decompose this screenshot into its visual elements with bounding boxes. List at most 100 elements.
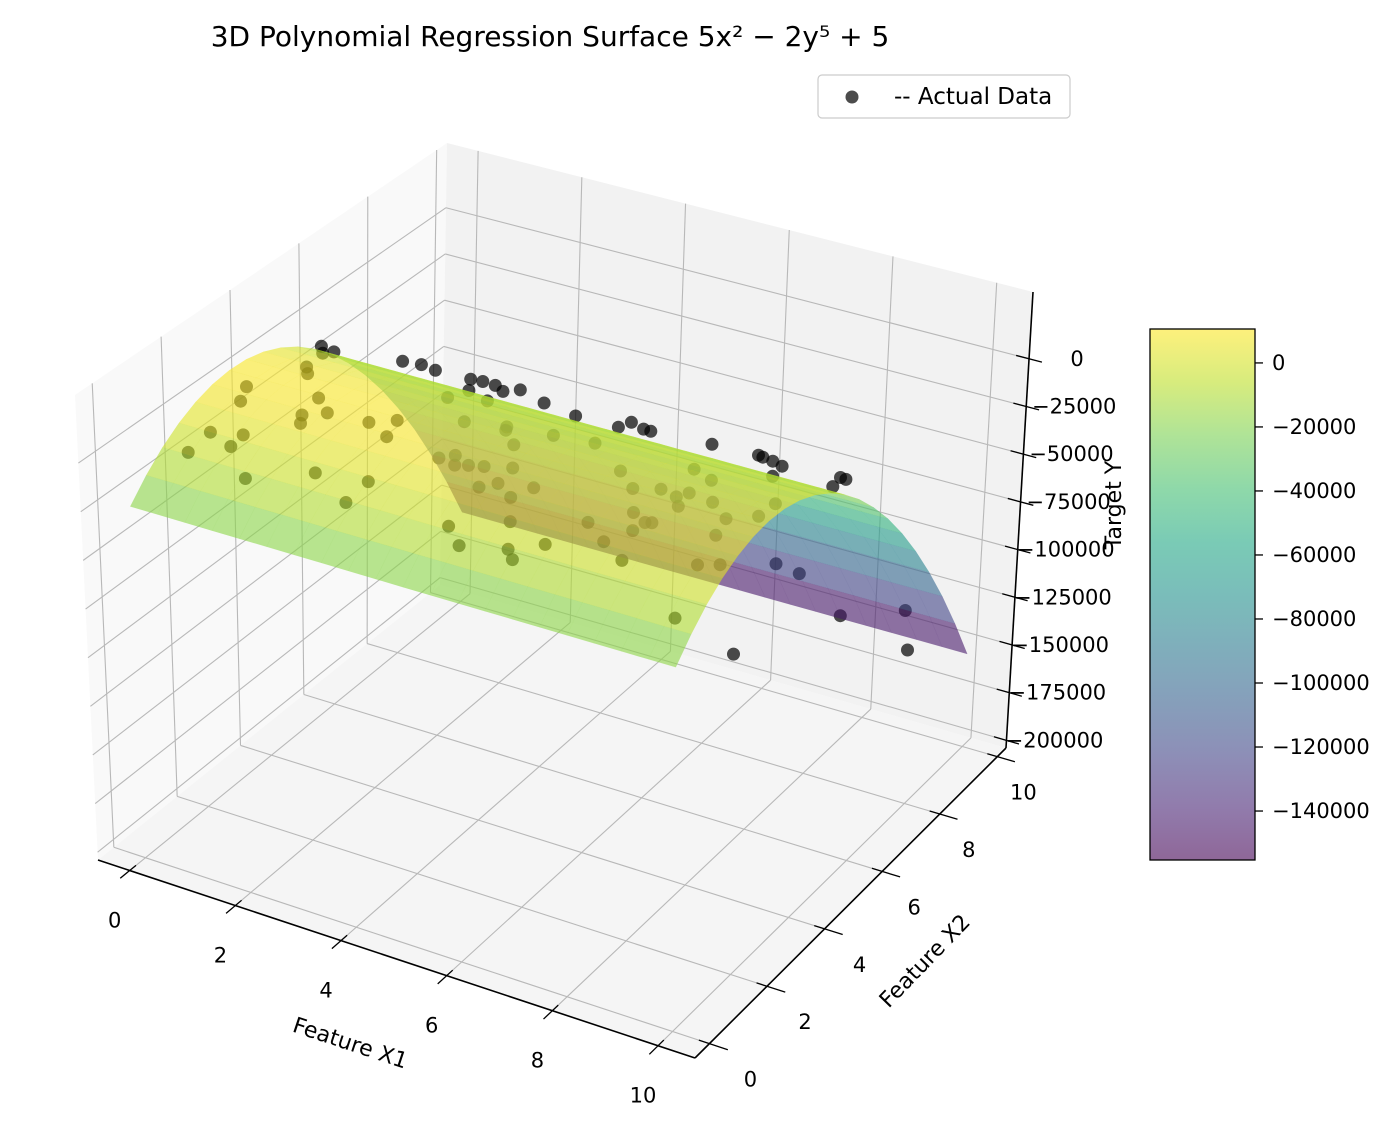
gridline-left-z — [78, 207, 447, 464]
data-point — [537, 396, 551, 410]
legend-label: -- Actual Data — [894, 84, 1052, 110]
x2-tick-mark — [987, 753, 1016, 763]
gridline-left-x2 — [91, 383, 115, 848]
gridline-back-x1 — [770, 230, 790, 681]
x2-tick-label: 0 — [744, 1068, 757, 1092]
gridline-back-z — [445, 207, 1030, 360]
gridline-back-x1 — [870, 256, 894, 710]
x1-axis-line — [97, 859, 696, 1059]
surface-facet — [916, 588, 956, 624]
regression-surface — [129, 346, 968, 668]
surface-facet — [847, 500, 889, 519]
data-point — [624, 415, 638, 429]
gridline-floor-x1 — [129, 593, 471, 871]
y-axis-label: Feature X2 — [875, 910, 976, 1013]
z-tick-label: −75000 — [1026, 490, 1110, 514]
colorbar-frame — [1149, 328, 1256, 861]
tick-labels: 0 2 4 6 8 10 0 2 4 6 8 10 0 −25000 −50000 −75000 −100000… — [108, 347, 1116, 1108]
legend: -- Actual Data — [817, 74, 1071, 119]
data-point — [464, 372, 478, 386]
data-point — [775, 459, 789, 473]
z-tick-label: −50000 — [1029, 442, 1113, 466]
data-point — [496, 384, 510, 398]
z-axis-line — [1005, 291, 1034, 749]
x-axis-label: Feature X1 — [290, 1013, 411, 1074]
z-tick-label: −125000 — [1014, 585, 1112, 609]
gridline-floor-x1 — [657, 737, 972, 1047]
x1-tick-label: 4 — [319, 979, 332, 1003]
z-tick-mark — [996, 688, 1023, 697]
x1-tick-mark — [119, 864, 137, 879]
x2-tick-mark — [929, 810, 958, 820]
data-point — [839, 472, 853, 486]
surface-facet — [772, 487, 816, 501]
gridline-back-z — [445, 253, 1027, 408]
surface-facet — [756, 492, 801, 510]
data-point — [901, 643, 914, 657]
z-tick-mark — [1015, 354, 1043, 363]
data-point — [727, 647, 740, 661]
gridline-floor-x2 — [176, 795, 768, 987]
axis-lines — [97, 291, 1043, 1059]
floor-pane — [98, 585, 1006, 1058]
z-tick-mark — [993, 736, 1020, 745]
colorbar-tick-label: −60000 — [1272, 543, 1356, 567]
gridline-left-z — [97, 577, 441, 853]
z-tick-label: −200000 — [1006, 728, 1104, 752]
gridline-floor-x2 — [240, 744, 825, 930]
x1-tick-label: 10 — [630, 1084, 657, 1108]
data-point — [414, 358, 428, 372]
data-point — [476, 375, 490, 388]
gridline-floor-x2 — [113, 846, 710, 1045]
x1-tick-mark — [543, 1004, 559, 1020]
z-tick-label: −150000 — [1011, 633, 1109, 657]
x2-tick-label: 6 — [908, 895, 921, 919]
x1-tick-label: 0 — [108, 909, 121, 933]
x1-tick-mark — [648, 1039, 665, 1055]
surface-facet — [788, 485, 830, 496]
x2-axis-line — [694, 747, 1007, 1059]
z-tick-mark — [1010, 450, 1037, 459]
x2-tick-label: 8 — [962, 838, 975, 862]
x2-tick-label: 2 — [798, 1010, 811, 1034]
gridline-back-z — [444, 299, 1024, 455]
z-tick-mark — [999, 640, 1025, 650]
x1-tick-label: 8 — [531, 1049, 544, 1073]
z-tick-mark — [1002, 593, 1028, 602]
x2-tick-mark — [698, 1039, 729, 1051]
data-point — [611, 420, 625, 434]
data-point — [705, 437, 719, 451]
colorbar-tick-label: −80000 — [1272, 607, 1356, 631]
data-point — [756, 450, 770, 464]
legend-marker — [845, 90, 859, 104]
gridline-left-x2 — [160, 336, 178, 797]
chart-title: 3D Polynomial Regression Surface 5x² − 2… — [211, 20, 890, 53]
data-point — [513, 383, 527, 397]
data-point — [826, 480, 840, 494]
x1-tick-mark — [331, 934, 348, 950]
gridline-floor-x1 — [340, 650, 671, 942]
z-tick-label: −25000 — [1032, 395, 1116, 419]
gridline-floor-x1 — [551, 708, 872, 1012]
z-tick-label: −175000 — [1008, 681, 1106, 705]
x1-tick-label: 2 — [214, 944, 227, 968]
z-tick-mark — [1013, 402, 1040, 411]
gridline-back-x1 — [970, 282, 998, 738]
colorbar-tick-label: 0 — [1272, 351, 1285, 375]
x2-tick-mark — [871, 867, 901, 878]
z-tick-label: −100000 — [1017, 538, 1115, 562]
x1-tick-mark — [437, 969, 454, 985]
gridline-floor-x1 — [235, 622, 571, 906]
x2-tick-label: 10 — [1010, 781, 1037, 805]
surface-facet — [929, 616, 968, 655]
z-axis-label: Target Y — [1102, 460, 1127, 550]
gridline-back-z — [443, 345, 1021, 503]
colorbar-gradient — [1150, 329, 1255, 860]
surface-facet — [861, 511, 903, 534]
gridline-floor-x2 — [303, 693, 883, 872]
data-point — [569, 409, 583, 423]
data-point — [396, 354, 410, 368]
colorbar-tick-label: −20000 — [1272, 415, 1356, 439]
data-point — [428, 363, 442, 377]
surface-facet — [803, 485, 845, 495]
